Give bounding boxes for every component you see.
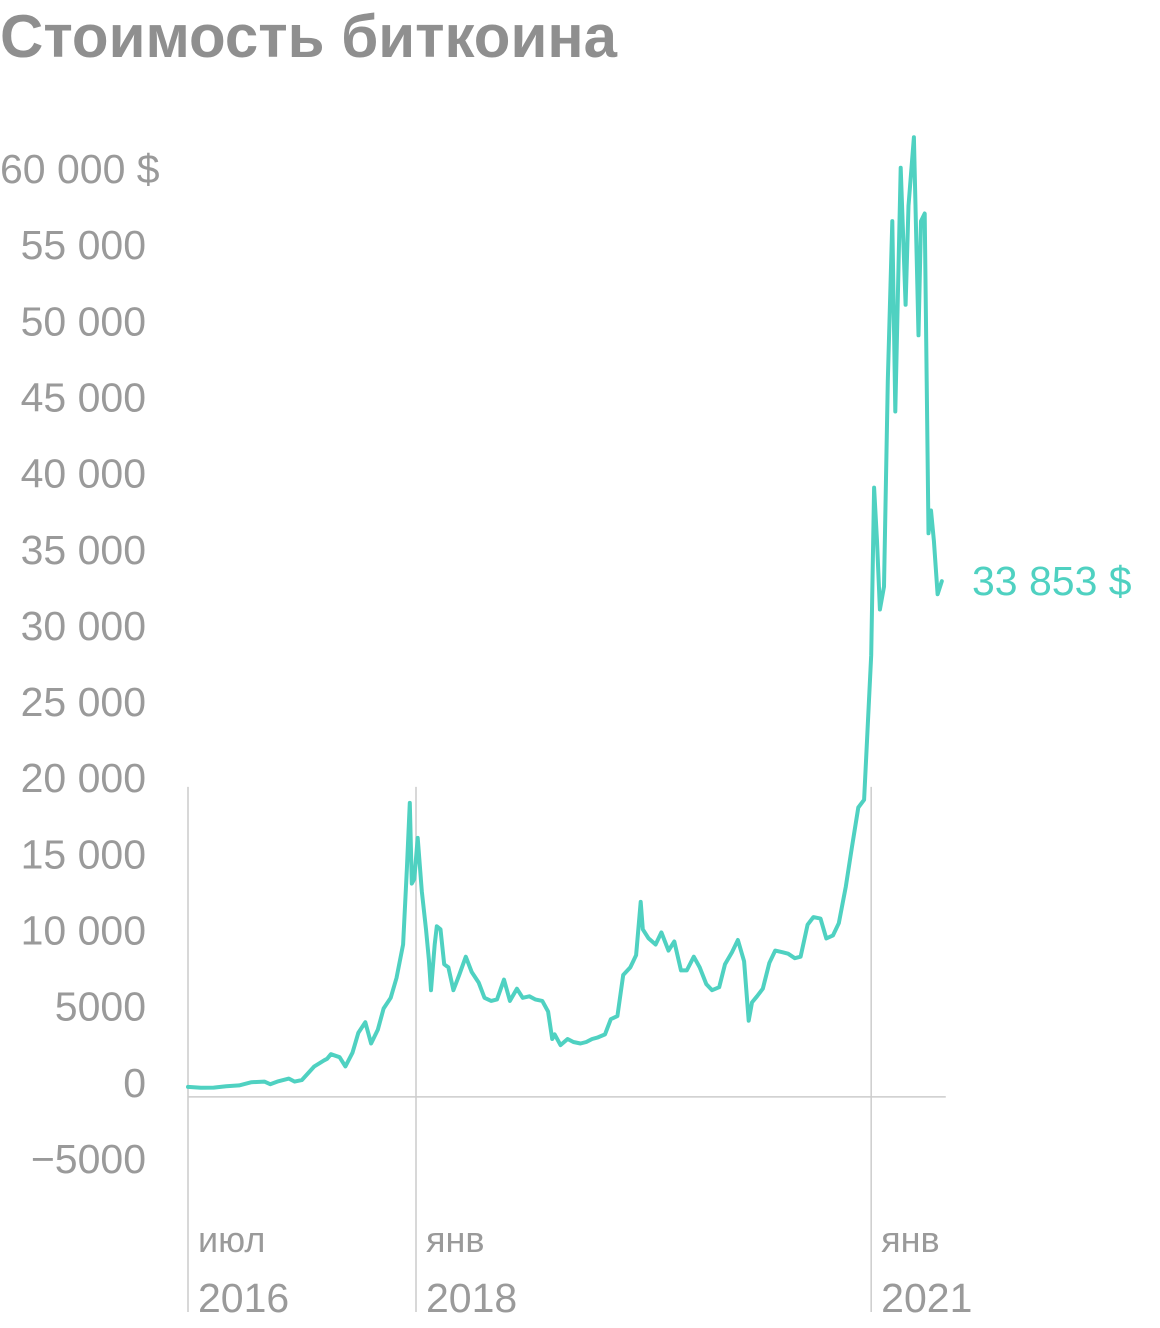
x-tick-year: 2016	[198, 1275, 289, 1321]
y-tick-label: 45 000	[21, 374, 146, 420]
x-axis	[187, 786, 946, 1312]
y-tick-label: 0	[123, 1060, 146, 1106]
x-tick-year: 2018	[426, 1275, 517, 1321]
y-tick-label: 15 000	[21, 831, 146, 877]
y-tick-label: 30 000	[21, 603, 146, 649]
y-tick-label: 40 000	[21, 451, 146, 497]
chart-title: Стоимость биткоина	[0, 3, 617, 70]
y-tick-label: 10 000	[21, 908, 146, 954]
x-axis-ticks: июл 2016 янв 2018 янв 2021	[198, 1219, 972, 1321]
label-layer: 33 853 $	[972, 558, 1132, 604]
x-tick-month: янв	[426, 1219, 485, 1260]
y-tick-label: 50 000	[21, 298, 146, 344]
x-tick-month: июл	[198, 1219, 265, 1260]
y-tick-label: 25 000	[21, 679, 146, 725]
x-tick-month: янв	[881, 1219, 940, 1260]
y-tick-label: 55 000	[21, 222, 146, 268]
y-tick-label: −5000	[31, 1136, 146, 1182]
price-line	[186, 135, 944, 1090]
end-value-label: 33 853 $	[972, 558, 1132, 604]
y-tick-label: 35 000	[21, 527, 146, 573]
y-tick-label: 20 000	[21, 755, 146, 801]
x-tick-year: 2021	[881, 1275, 972, 1321]
y-tick-label: 60 000 $	[0, 146, 160, 192]
y-tick-label: 5000	[55, 984, 146, 1030]
y-axis-ticks: 60 000 $ 55 000 50 000 45 000 40 000 35 000 30…	[0, 146, 160, 1182]
series-layer	[186, 135, 944, 1090]
